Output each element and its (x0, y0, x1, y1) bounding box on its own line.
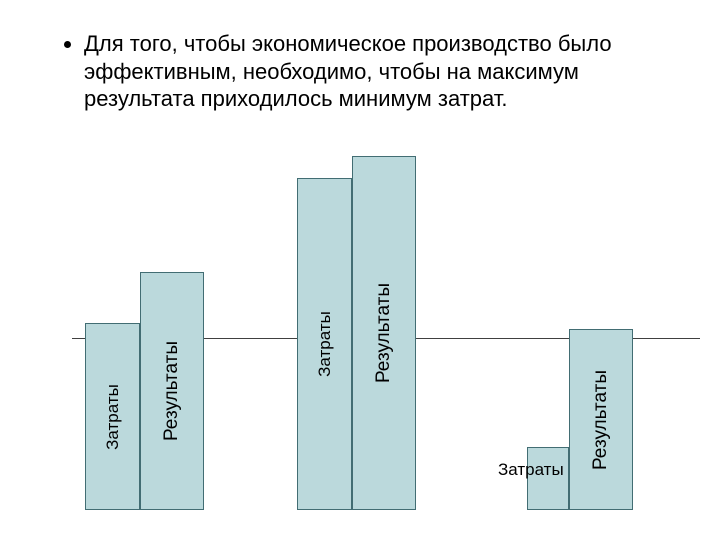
bar-label: Затраты (498, 460, 564, 480)
bar-label: Затраты (315, 311, 335, 377)
bar-1-1: Результаты (352, 156, 416, 510)
bar-label: Результаты (161, 341, 183, 441)
bar-0-0: Затраты (85, 323, 140, 510)
bar-label: Затраты (103, 384, 123, 450)
bar-0-1: Результаты (140, 272, 204, 510)
bar-label: Результаты (590, 369, 612, 469)
bar-1-0: Затраты (297, 178, 352, 510)
slide: Для того, чтобы экономическое производст… (0, 0, 720, 540)
bar-label: Результаты (373, 283, 395, 383)
bar-2-1: Результаты (569, 329, 633, 510)
bar-chart: Затраты Результаты Затраты Результаты Затрат… (0, 0, 720, 540)
